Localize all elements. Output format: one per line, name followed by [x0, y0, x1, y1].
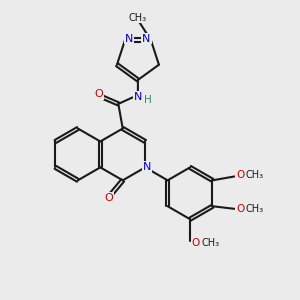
Text: N: N — [134, 92, 142, 102]
Text: N: N — [142, 162, 151, 172]
Text: O: O — [94, 89, 103, 99]
Text: O: O — [236, 204, 244, 214]
Text: N: N — [125, 34, 134, 44]
Text: CH₃: CH₃ — [246, 204, 264, 214]
Text: O: O — [191, 238, 200, 248]
Text: N: N — [142, 34, 151, 44]
Text: CH₃: CH₃ — [246, 170, 264, 180]
Text: H: H — [144, 95, 152, 105]
Text: O: O — [236, 170, 244, 180]
Text: O: O — [104, 193, 113, 203]
Text: CH₃: CH₃ — [129, 13, 147, 22]
Text: CH₃: CH₃ — [201, 238, 219, 248]
